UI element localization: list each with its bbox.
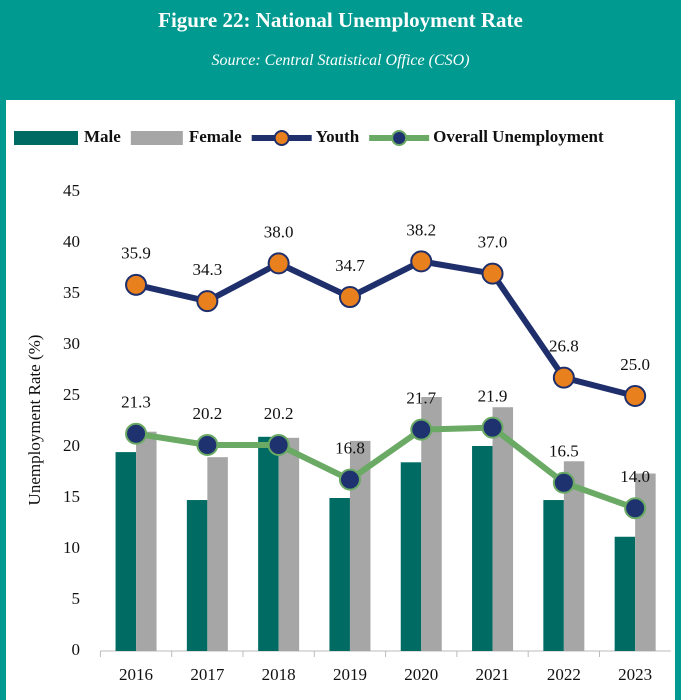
bar — [400, 462, 422, 651]
marker — [125, 273, 148, 296]
bar — [492, 407, 514, 651]
legend-label: Youth — [316, 127, 360, 146]
data-label: 21.7 — [406, 389, 436, 408]
marker — [196, 433, 219, 456]
header: Figure 22: National Unemployment Rate So… — [0, 0, 681, 100]
bar — [543, 500, 564, 651]
line — [135, 258, 636, 399]
data-label: 34.7 — [335, 256, 365, 275]
legend-label: Male — [84, 127, 121, 146]
y-tick-label: 5 — [72, 589, 81, 608]
x-tick-label: 2016 — [119, 665, 153, 684]
bar — [278, 437, 300, 651]
y-tick-label: 35 — [63, 283, 80, 302]
bar — [472, 445, 493, 651]
x-tick-label: 2017 — [190, 665, 225, 684]
panel — [0, 100, 681, 700]
x-tick-label: 2019 — [333, 665, 367, 684]
legend-swatch — [130, 131, 183, 145]
bar — [421, 397, 442, 651]
marker — [267, 252, 290, 275]
y-tick-label: 0 — [72, 640, 81, 659]
y-tick-label: 15 — [63, 487, 80, 506]
data-label: 25.0 — [620, 355, 650, 374]
y-axis-label: Unemployment Rate (%) — [25, 335, 44, 506]
y-tick-label: 30 — [63, 334, 80, 353]
data-label: 14.0 — [620, 467, 650, 486]
data-label: 38.2 — [406, 220, 436, 239]
bar — [258, 436, 279, 651]
bar — [186, 500, 208, 651]
marker — [481, 262, 504, 285]
marker — [410, 418, 433, 441]
x-tick-label: 2018 — [262, 665, 296, 684]
legend-label: Female — [189, 127, 242, 146]
data-label: 38.0 — [264, 222, 294, 241]
legend-marker — [391, 130, 408, 146]
bar — [115, 452, 137, 651]
marker — [125, 422, 148, 445]
data-label: 16.5 — [549, 442, 579, 461]
x-tick-label: 2023 — [618, 665, 652, 684]
bar — [563, 461, 585, 651]
data-label: 20.2 — [192, 404, 222, 423]
y-tick-label: 40 — [63, 232, 80, 251]
marker — [624, 497, 647, 520]
data-label: 21.9 — [478, 387, 508, 406]
bar — [329, 498, 350, 651]
source: Source: Central Statistical Office (CSO) — [211, 52, 470, 69]
bar — [614, 536, 636, 651]
marker — [481, 416, 504, 439]
marker — [338, 286, 361, 309]
y-tick-label: 25 — [63, 385, 80, 404]
y-tick-label: 45 — [63, 181, 80, 200]
legend-marker — [273, 130, 290, 146]
marker — [624, 385, 647, 407]
data-label: 16.8 — [335, 439, 365, 458]
x-tick-label: 2020 — [404, 665, 438, 684]
bar — [207, 457, 228, 651]
data-label: 35.9 — [121, 244, 151, 263]
x-tick-label: 2021 — [476, 665, 510, 684]
data-label: 21.3 — [121, 393, 151, 412]
marker — [410, 250, 433, 273]
data-label: 34.3 — [192, 260, 222, 279]
legend-label: Overall Unemployment — [433, 127, 604, 146]
marker — [196, 290, 219, 313]
marker — [267, 433, 290, 456]
marker — [552, 471, 575, 494]
bar — [349, 440, 371, 651]
bar — [136, 431, 157, 651]
data-label: 37.0 — [478, 233, 508, 252]
marker — [338, 468, 361, 491]
y-tick-label: 10 — [63, 538, 80, 557]
marker — [552, 366, 575, 389]
legend-swatch — [14, 131, 78, 145]
data-label: 20.2 — [264, 404, 294, 423]
x-tick-label: 2022 — [547, 665, 581, 684]
line — [135, 424, 637, 512]
title: Figure 22: National Unemployment Rate — [158, 8, 523, 32]
y-tick-label: 20 — [63, 436, 80, 455]
data-label: 26.8 — [549, 337, 579, 356]
